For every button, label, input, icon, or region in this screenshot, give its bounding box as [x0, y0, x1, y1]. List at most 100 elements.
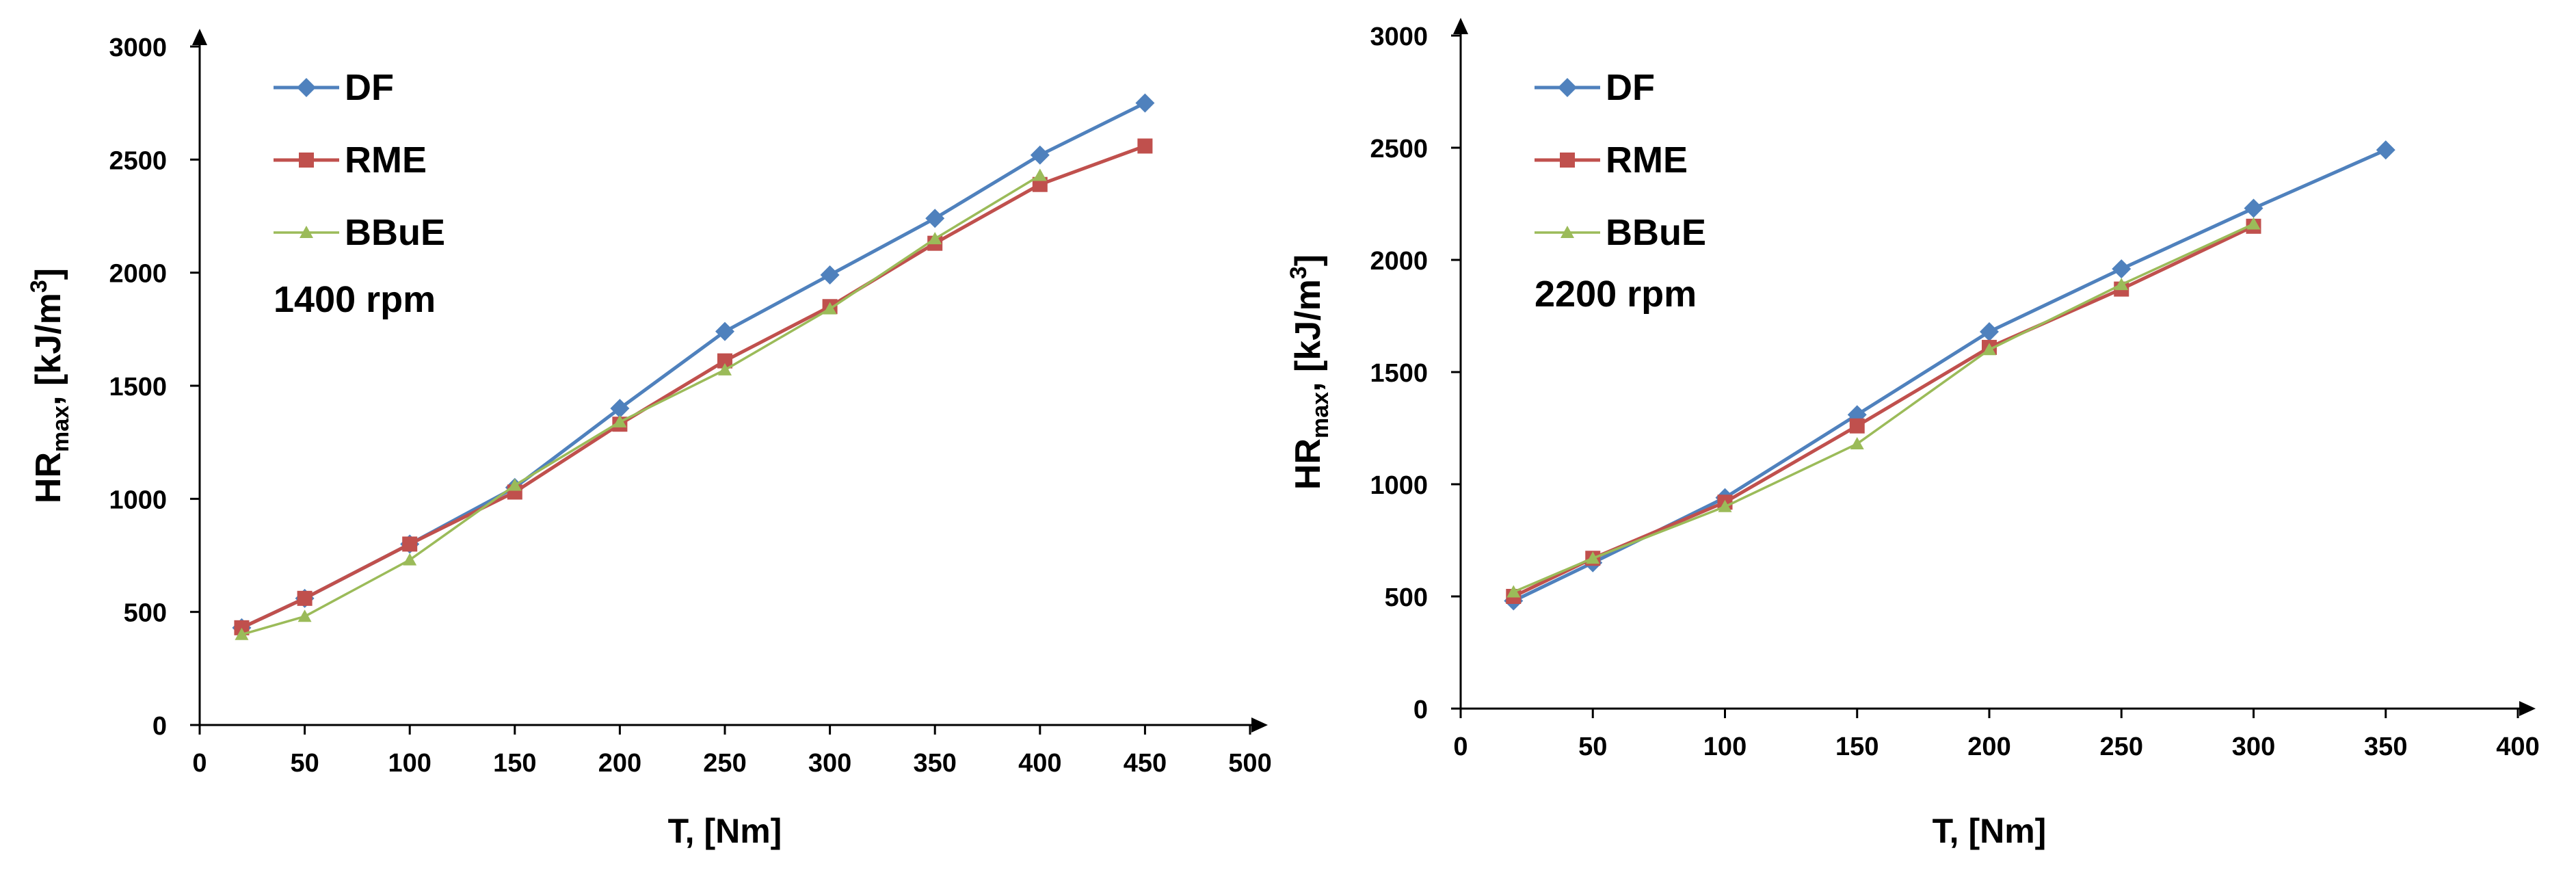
legend: DF RME BBuE: [1535, 67, 1706, 253]
data-point-rme: [1849, 418, 1865, 434]
legend-label-df: DF: [1606, 67, 1655, 108]
x-tick-label: 500: [1228, 749, 1271, 778]
y-tick-label: 1000: [109, 486, 167, 514]
data-point-bbue: [1718, 499, 1732, 512]
y-axis-title: HRmax, [kJ/m3]: [26, 268, 74, 503]
legend: DF RME BBuE: [274, 67, 445, 253]
x-tick-label: 250: [703, 749, 746, 778]
x-tick-label: 100: [388, 749, 431, 778]
legend-marker-rme: [1560, 153, 1575, 168]
legend-label-bbue: BBuE: [1606, 212, 1706, 253]
data-point-bbue: [1982, 343, 1996, 356]
series-bbue: [1506, 217, 2261, 598]
x-tick-label: 300: [2232, 733, 2275, 761]
y-tick-label: 0: [152, 712, 167, 741]
legend-label-rme: RME: [1606, 140, 1688, 181]
x-tick-label: 0: [192, 749, 207, 778]
y-tick-label: 0: [1413, 696, 1428, 724]
series-bbue: [235, 168, 1047, 640]
data-point-bbue: [1506, 585, 1521, 598]
legend-marker-bbue: [300, 226, 313, 238]
x-tick-label: 450: [1124, 749, 1167, 778]
y-tick-label: 2500: [109, 146, 167, 175]
data-point-bbue: [613, 414, 627, 427]
series-line-df: [241, 101, 1146, 630]
x-tick-label: 250: [2100, 733, 2143, 761]
y-tick-label: 1500: [1370, 359, 1428, 388]
data-point-df: [715, 321, 734, 341]
data-point-df: [1030, 145, 1050, 165]
data-point-rme: [717, 353, 732, 369]
y-axis-title-sub: max: [1307, 392, 1333, 438]
data-point-rme: [1137, 138, 1153, 154]
y-axis-title-sup: 3: [1286, 266, 1312, 279]
data-point-bbue: [823, 302, 837, 315]
y-axis-title-sup: 3: [26, 280, 52, 293]
legend-label-bbue: BBuE: [345, 212, 445, 253]
x-tick-label: 100: [1703, 733, 1747, 761]
y-tick-label: 3000: [1370, 23, 1428, 51]
legend-label-df: DF: [345, 67, 394, 108]
x-axis-title: T, [Nm]: [1933, 812, 2047, 850]
data-point-df: [2244, 198, 2263, 218]
data-point-df: [925, 209, 945, 228]
y-tick-label: 500: [124, 599, 167, 628]
data-point-df: [1135, 93, 1155, 113]
y-axis-title-main: HR: [29, 452, 68, 503]
data-point-bbue: [403, 553, 417, 566]
legend-marker-df: [297, 78, 316, 97]
x-axis-arrow-icon: [1251, 717, 1268, 733]
data-point-bbue: [235, 627, 249, 640]
x-tick-label: 350: [913, 749, 956, 778]
legend-marker-bbue: [1561, 226, 1574, 238]
y-axis-title-main: HR: [1288, 438, 1328, 490]
rpm-annotation: 1400 rpm: [274, 279, 436, 320]
x-tick-label: 200: [1967, 733, 2010, 761]
data-point-df: [610, 399, 630, 419]
x-tick-label: 200: [598, 749, 641, 778]
data-point-bbue: [507, 478, 522, 491]
data-point-bbue: [928, 232, 942, 245]
y-axis-title-rest: , [kJ/m: [1288, 279, 1328, 392]
x-tick-label: 50: [290, 749, 319, 778]
x-tick-label: 50: [1578, 733, 1607, 761]
data-point-bbue: [297, 609, 312, 622]
y-tick-label: 1000: [1370, 471, 1428, 500]
x-tick-label: 0: [1453, 733, 1468, 761]
y-tick-label: 2000: [109, 260, 167, 289]
y-tick-label: 1500: [109, 373, 167, 401]
series-line-df: [1513, 148, 2387, 603]
y-axis-arrow-icon: [1453, 18, 1468, 34]
x-axis-arrow-icon: [2519, 701, 2536, 716]
data-point-bbue: [2246, 217, 2261, 230]
y-axis-title-sub: max: [48, 406, 74, 452]
series-line-rme: [241, 144, 1146, 630]
data-point-bbue: [1586, 551, 1600, 564]
data-point-rme: [297, 590, 313, 606]
legend-marker-df: [1558, 78, 1577, 97]
data-point-df: [2376, 140, 2395, 160]
x-tick-label: 150: [493, 749, 536, 778]
x-tick-label: 300: [808, 749, 851, 778]
legend-label-rme: RME: [345, 140, 427, 181]
y-tick-label: 2500: [1370, 135, 1428, 163]
data-point-df: [1980, 321, 1999, 341]
data-point-bbue: [718, 362, 732, 375]
x-tick-label: 150: [1835, 733, 1878, 761]
chart-2: 0 50 100 150 200 250 300 350 400 0 500 1000 1500 2000…: [1286, 18, 2540, 850]
data-point-rme: [402, 536, 418, 552]
y-axis-title-end: ]: [1288, 254, 1328, 266]
y-axis-title-end: ]: [29, 268, 68, 280]
data-point-df: [820, 265, 840, 285]
y-axis-title-rest: , [kJ/m: [29, 293, 68, 406]
x-tick-label: 400: [2496, 733, 2539, 761]
data-point-df: [2112, 259, 2132, 279]
x-axis-title: T, [Nm]: [668, 812, 782, 850]
y-axis-title: HRmax, [kJ/m3]: [1286, 254, 1333, 490]
legend-marker-rme: [299, 153, 314, 168]
chart-1: 0 50 100 150 200 250 300 350 400 450 500 0 500 1000 15…: [26, 29, 1272, 850]
y-tick-label: 2000: [1370, 247, 1428, 276]
y-tick-label: 500: [1385, 583, 1428, 612]
